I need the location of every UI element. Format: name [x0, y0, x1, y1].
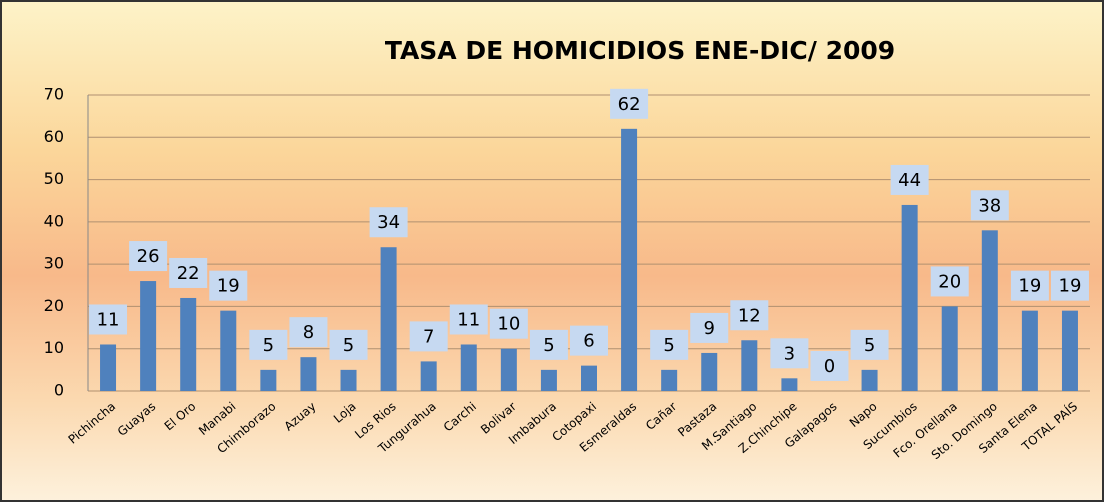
bar — [300, 357, 317, 391]
bar — [981, 230, 998, 391]
value-label: 19 — [1059, 276, 1082, 297]
value-label: 22 — [177, 263, 200, 284]
value-label: 10 — [497, 314, 520, 335]
value-label-box — [970, 190, 1009, 221]
value-label-box — [890, 164, 929, 195]
bar — [581, 365, 597, 391]
value-label-box — [249, 329, 288, 360]
bar — [340, 369, 357, 391]
y-tick-label: 30 — [44, 254, 64, 273]
value-label: 44 — [898, 170, 921, 191]
bar — [781, 378, 798, 391]
value-label-box — [169, 257, 208, 288]
value-label: 34 — [377, 212, 400, 233]
bar — [500, 348, 517, 391]
value-label-box — [570, 325, 608, 356]
y-tick-label: 10 — [44, 338, 64, 357]
bar — [180, 297, 197, 391]
value-label-box — [610, 88, 649, 119]
value-label-box — [209, 270, 248, 301]
value-label: 5 — [543, 335, 554, 356]
bar — [100, 344, 117, 391]
bar — [861, 369, 878, 391]
value-label: 19 — [1018, 276, 1041, 297]
bar — [140, 281, 157, 391]
value-label-box — [810, 351, 849, 381]
value-label-box — [770, 338, 809, 369]
y-tick-label: 20 — [44, 296, 64, 315]
value-label: 38 — [978, 195, 1001, 216]
value-label-box — [730, 300, 769, 331]
value-label: 26 — [137, 246, 160, 267]
value-label-box — [650, 329, 689, 360]
value-label-box — [329, 329, 368, 360]
value-label: 7 — [423, 326, 434, 347]
value-label: 62 — [618, 94, 641, 115]
value-label-box — [409, 321, 448, 352]
value-label-box — [1050, 270, 1089, 301]
bar — [661, 369, 678, 391]
bar — [540, 369, 557, 391]
value-label-box — [850, 329, 889, 360]
value-label: 19 — [217, 276, 240, 297]
value-label-box — [449, 304, 488, 335]
value-label-box — [489, 308, 528, 339]
bar — [420, 361, 437, 391]
chart-title: TASA DE HOMICIDIOS ENE-DIC/ 2009 — [385, 36, 895, 65]
value-label-box — [529, 329, 568, 360]
value-label-box — [1010, 270, 1049, 301]
bar — [941, 306, 958, 391]
bar — [741, 340, 758, 391]
value-label-box — [289, 317, 328, 348]
value-label: 6 — [583, 331, 594, 352]
value-label-box — [930, 266, 969, 297]
y-tick-label: 0 — [54, 381, 64, 400]
value-label: 11 — [457, 309, 480, 330]
bar — [460, 344, 477, 391]
value-label: 3 — [784, 343, 795, 364]
bar — [220, 310, 237, 391]
y-tick-label: 70 — [44, 85, 64, 104]
y-tick-label: 40 — [44, 211, 64, 230]
bar — [621, 128, 638, 392]
bar — [1061, 310, 1078, 391]
value-label: 5 — [343, 335, 354, 356]
value-label: 5 — [864, 335, 875, 356]
y-tick-label: 60 — [44, 127, 64, 146]
value-label: 5 — [663, 335, 674, 356]
value-label: 20 — [938, 271, 961, 292]
value-label-box — [89, 304, 128, 335]
y-tick-label: 50 — [44, 169, 64, 188]
value-label: 11 — [97, 309, 120, 330]
value-label: 0 — [824, 356, 835, 377]
bar — [901, 204, 918, 391]
value-label: 9 — [704, 318, 715, 339]
value-label-box — [369, 207, 408, 238]
value-label-box — [690, 312, 729, 343]
value-label: 12 — [738, 305, 761, 326]
value-label: 8 — [303, 322, 314, 343]
bar — [1021, 310, 1038, 391]
bar — [701, 352, 718, 391]
bar — [380, 247, 397, 391]
bar — [260, 369, 277, 391]
value-label-box — [129, 241, 168, 272]
value-label: 5 — [263, 335, 274, 356]
